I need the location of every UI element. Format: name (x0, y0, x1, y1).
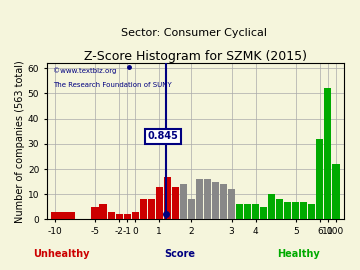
Bar (123, 214, 131, 220)
Bar (67, 212, 75, 220)
Bar (220, 184, 227, 220)
Bar (164, 177, 171, 220)
Bar (196, 179, 203, 220)
Bar (132, 212, 139, 220)
Bar (172, 187, 179, 220)
Bar (324, 88, 332, 220)
Text: Score: Score (165, 249, 195, 259)
Text: ©www.textbiz.org: ©www.textbiz.org (53, 68, 116, 75)
Bar (260, 207, 267, 220)
Bar (212, 182, 219, 220)
Bar (276, 199, 283, 220)
Bar (91, 207, 99, 220)
Bar (51, 212, 59, 220)
Text: Healthy: Healthy (278, 249, 320, 259)
Bar (140, 199, 147, 220)
Title: Z-Score Histogram for SZMK (2015): Z-Score Histogram for SZMK (2015) (84, 50, 307, 63)
Bar (236, 204, 243, 220)
Bar (244, 204, 251, 220)
Bar (148, 199, 155, 220)
Bar (188, 199, 195, 220)
Bar (268, 194, 275, 220)
Bar (308, 204, 315, 220)
Bar (156, 187, 163, 220)
Bar (300, 202, 307, 220)
Bar (204, 179, 211, 220)
Bar (292, 202, 300, 220)
Bar (284, 202, 291, 220)
Bar (332, 164, 339, 220)
Text: The Research Foundation of SUNY: The Research Foundation of SUNY (53, 82, 172, 88)
Bar (316, 139, 323, 220)
Bar (99, 204, 107, 220)
Y-axis label: Number of companies (563 total): Number of companies (563 total) (15, 60, 25, 223)
Bar (252, 204, 259, 220)
Bar (108, 212, 115, 220)
Bar (180, 184, 187, 220)
Text: Unhealthy: Unhealthy (33, 249, 89, 259)
Bar (116, 214, 123, 220)
Text: 0.845: 0.845 (148, 131, 179, 141)
Bar (228, 189, 235, 220)
Text: Sector: Consumer Cyclical: Sector: Consumer Cyclical (121, 28, 267, 38)
Bar (59, 212, 67, 220)
